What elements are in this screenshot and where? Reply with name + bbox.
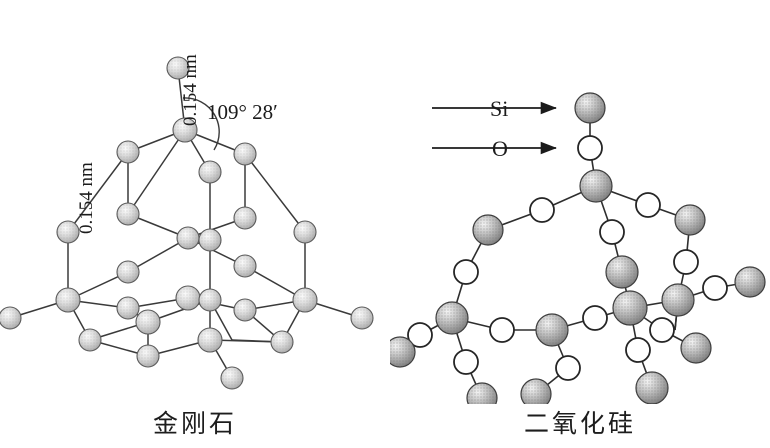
bond-angle-arc: [182, 97, 220, 151]
bond-length-left-label: 0.154 nm: [76, 162, 97, 234]
panel-diamond: 0.154 nm 0.154 nm 109° 28′ 金刚石: [0, 54, 374, 438]
caption-silica: 二氧化硅: [523, 411, 636, 438]
legend-label-si: Si: [490, 96, 509, 121]
diamond-lattice-svg: [0, 56, 374, 390]
panel-silica: Si O 二氧化硅: [390, 0, 770, 448]
silica-lattice-svg: [390, 92, 766, 404]
legend-label-o: O: [492, 136, 508, 161]
diamond-atoms: [0, 56, 374, 390]
bond-length-top-label: 0.154 nm: [180, 54, 201, 126]
caption-diamond: 金刚石: [152, 411, 237, 438]
legend-arrows: [432, 101, 557, 155]
silica-silicon-atoms: [390, 92, 766, 404]
bond-angle-label: 109° 28′: [207, 100, 278, 124]
silica-oxygen-atoms: [407, 135, 728, 381]
